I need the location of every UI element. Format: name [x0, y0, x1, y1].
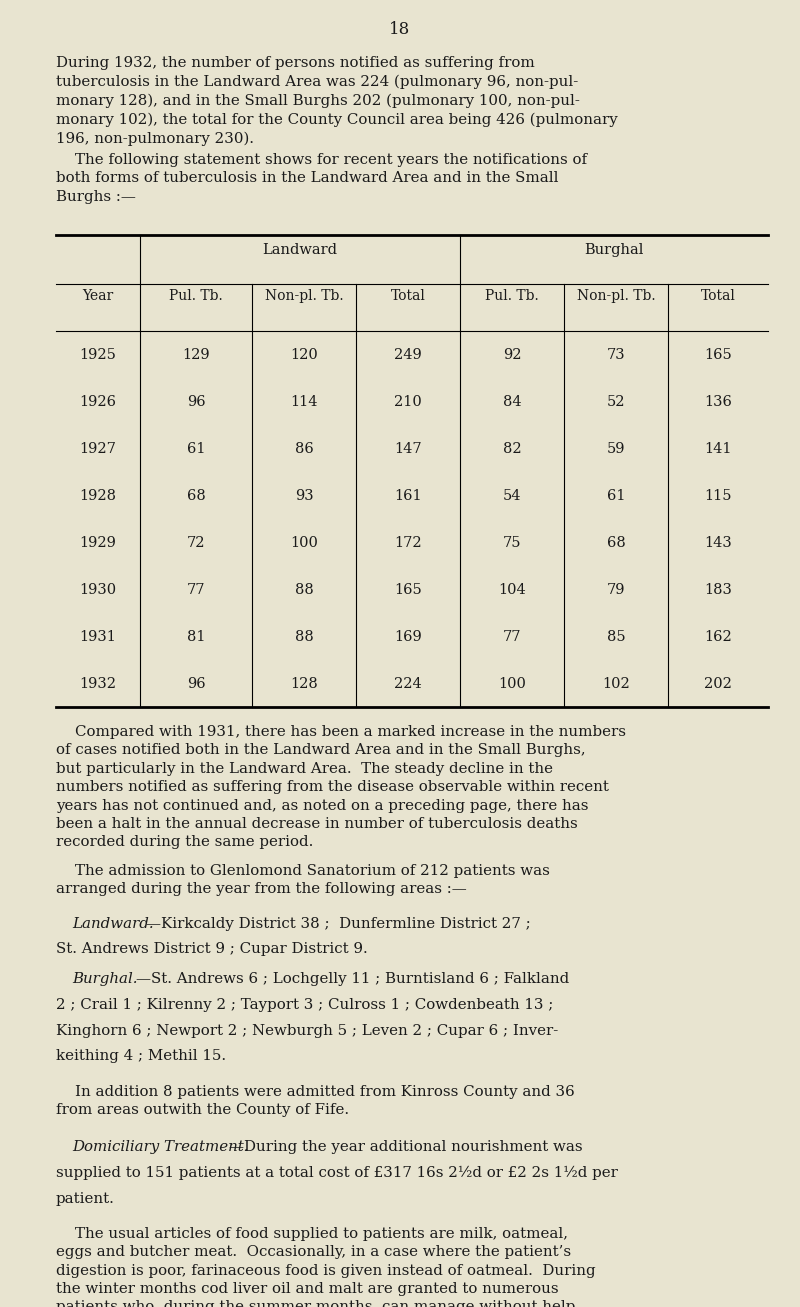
Text: 165: 165: [394, 583, 422, 597]
Text: 68: 68: [606, 536, 626, 550]
Text: During 1932, the number of persons notified as suffering from
tuberculosis in th: During 1932, the number of persons notif…: [56, 56, 618, 146]
Text: Kinghorn 6 ; Newport 2 ; Newburgh 5 ; Leven 2 ; Cupar 6 ; Inver-: Kinghorn 6 ; Newport 2 ; Newburgh 5 ; Le…: [56, 1023, 558, 1038]
Text: 161: 161: [394, 489, 422, 503]
Text: 141: 141: [704, 442, 732, 456]
Text: 102: 102: [602, 677, 630, 691]
Text: 59: 59: [606, 442, 626, 456]
Text: Non-pl. Tb.: Non-pl. Tb.: [577, 289, 655, 303]
Text: 1932: 1932: [79, 677, 117, 691]
Text: 86: 86: [294, 442, 314, 456]
Text: 120: 120: [290, 348, 318, 362]
Text: 85: 85: [606, 630, 626, 644]
Text: 96: 96: [186, 395, 206, 409]
Text: 136: 136: [704, 395, 732, 409]
Text: 81: 81: [186, 630, 206, 644]
Text: 92: 92: [502, 348, 522, 362]
Text: 52: 52: [606, 395, 626, 409]
Text: St. Andrews District 9 ; Cupar District 9.: St. Andrews District 9 ; Cupar District …: [56, 942, 368, 957]
Text: 129: 129: [182, 348, 210, 362]
Text: 183: 183: [704, 583, 732, 597]
Text: Non-pl. Tb.: Non-pl. Tb.: [265, 289, 343, 303]
Text: 79: 79: [606, 583, 626, 597]
Text: 249: 249: [394, 348, 422, 362]
Text: 115: 115: [704, 489, 732, 503]
Text: 96: 96: [186, 677, 206, 691]
Text: 77: 77: [502, 630, 522, 644]
Text: —During the year additional nourishment was: —During the year additional nourishment …: [229, 1140, 582, 1154]
Text: supplied to 151 patients at a total cost of £317 16s 2½d or £2 2s 1½d per: supplied to 151 patients at a total cost…: [56, 1166, 618, 1180]
Text: Pul. Tb.: Pul. Tb.: [485, 289, 539, 303]
Text: 210: 210: [394, 395, 422, 409]
Text: Total: Total: [390, 289, 426, 303]
Text: Domiciliary Treatment.: Domiciliary Treatment.: [72, 1140, 249, 1154]
Text: 82: 82: [502, 442, 522, 456]
Text: 18: 18: [390, 21, 410, 38]
Text: In addition 8 patients were admitted from Kinross County and 36
from areas outwi: In addition 8 patients were admitted fro…: [56, 1085, 574, 1117]
Text: 162: 162: [704, 630, 732, 644]
Text: 88: 88: [294, 630, 314, 644]
Text: 93: 93: [294, 489, 314, 503]
Text: The usual articles of food supplied to patients are milk, oatmeal,
eggs and butc: The usual articles of food supplied to p…: [56, 1227, 596, 1307]
Text: 84: 84: [502, 395, 522, 409]
Text: 172: 172: [394, 536, 422, 550]
Text: keithing 4 ; Methil 15.: keithing 4 ; Methil 15.: [56, 1050, 226, 1064]
Text: —Kirkcaldy District 38 ;  Dunfermline District 27 ;: —Kirkcaldy District 38 ; Dunfermline Dis…: [146, 916, 530, 931]
Text: 202: 202: [704, 677, 732, 691]
Text: 1927: 1927: [79, 442, 117, 456]
Text: 73: 73: [606, 348, 626, 362]
Text: 2 ; Crail 1 ; Kilrenny 2 ; Tayport 3 ; Culross 1 ; Cowdenbeath 13 ;: 2 ; Crail 1 ; Kilrenny 2 ; Tayport 3 ; C…: [56, 997, 554, 1012]
Text: Pul. Tb.: Pul. Tb.: [169, 289, 223, 303]
Text: 72: 72: [186, 536, 206, 550]
Text: 77: 77: [186, 583, 206, 597]
Text: 100: 100: [498, 677, 526, 691]
Text: 1929: 1929: [79, 536, 117, 550]
Text: 88: 88: [294, 583, 314, 597]
Text: 100: 100: [290, 536, 318, 550]
Text: 61: 61: [606, 489, 626, 503]
Text: 54: 54: [502, 489, 522, 503]
Text: 114: 114: [290, 395, 318, 409]
Text: 128: 128: [290, 677, 318, 691]
Text: Landward.: Landward.: [72, 916, 154, 931]
Text: 75: 75: [502, 536, 522, 550]
Text: 61: 61: [186, 442, 206, 456]
Text: 68: 68: [186, 489, 206, 503]
Text: 1928: 1928: [79, 489, 117, 503]
Text: 1930: 1930: [79, 583, 117, 597]
Text: 104: 104: [498, 583, 526, 597]
Text: 169: 169: [394, 630, 422, 644]
Text: Total: Total: [701, 289, 735, 303]
Text: 143: 143: [704, 536, 732, 550]
Text: 1931: 1931: [79, 630, 117, 644]
Text: 1925: 1925: [79, 348, 117, 362]
Text: Burghal: Burghal: [584, 243, 644, 257]
Text: —St. Andrews 6 ; Lochgelly 11 ; Burntisland 6 ; Falkland: —St. Andrews 6 ; Lochgelly 11 ; Burntisl…: [136, 972, 570, 985]
Text: The following statement shows for recent years the notifications of
both forms o: The following statement shows for recent…: [56, 153, 587, 204]
Text: patient.: patient.: [56, 1192, 115, 1205]
Text: 147: 147: [394, 442, 422, 456]
Text: Landward: Landward: [262, 243, 338, 257]
Text: 224: 224: [394, 677, 422, 691]
Text: 165: 165: [704, 348, 732, 362]
Text: Burghal.: Burghal.: [72, 972, 138, 985]
Text: The admission to Glenlomond Sanatorium of 212 patients was
arranged during the y: The admission to Glenlomond Sanatorium o…: [56, 864, 550, 897]
Text: 1926: 1926: [79, 395, 117, 409]
Text: Compared with 1931, there has been a marked increase in the numbers
of cases not: Compared with 1931, there has been a mar…: [56, 725, 626, 850]
Text: Year: Year: [82, 289, 114, 303]
